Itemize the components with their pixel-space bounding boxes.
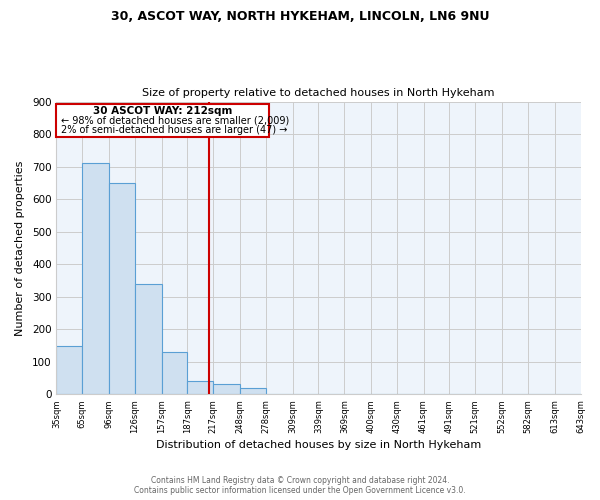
Bar — [161, 352, 187, 395]
Bar — [187, 380, 214, 394]
Text: ← 98% of detached houses are smaller (2,009): ← 98% of detached houses are smaller (2,… — [61, 116, 289, 126]
Bar — [82, 162, 109, 394]
X-axis label: Distribution of detached houses by size in North Hykeham: Distribution of detached houses by size … — [156, 440, 481, 450]
Y-axis label: Number of detached properties: Number of detached properties — [15, 160, 25, 336]
Bar — [135, 284, 161, 395]
Text: 30 ASCOT WAY: 212sqm: 30 ASCOT WAY: 212sqm — [93, 106, 233, 117]
Text: 30, ASCOT WAY, NORTH HYKEHAM, LINCOLN, LN6 9NU: 30, ASCOT WAY, NORTH HYKEHAM, LINCOLN, L… — [111, 10, 489, 23]
Text: Contains HM Land Registry data © Crown copyright and database right 2024.
Contai: Contains HM Land Registry data © Crown c… — [134, 476, 466, 495]
Bar — [109, 183, 135, 394]
FancyBboxPatch shape — [56, 104, 269, 138]
Bar — [214, 384, 240, 394]
Text: 2% of semi-detached houses are larger (47) →: 2% of semi-detached houses are larger (4… — [61, 124, 287, 134]
Bar — [240, 388, 266, 394]
Bar — [56, 346, 82, 395]
Title: Size of property relative to detached houses in North Hykeham: Size of property relative to detached ho… — [142, 88, 495, 98]
